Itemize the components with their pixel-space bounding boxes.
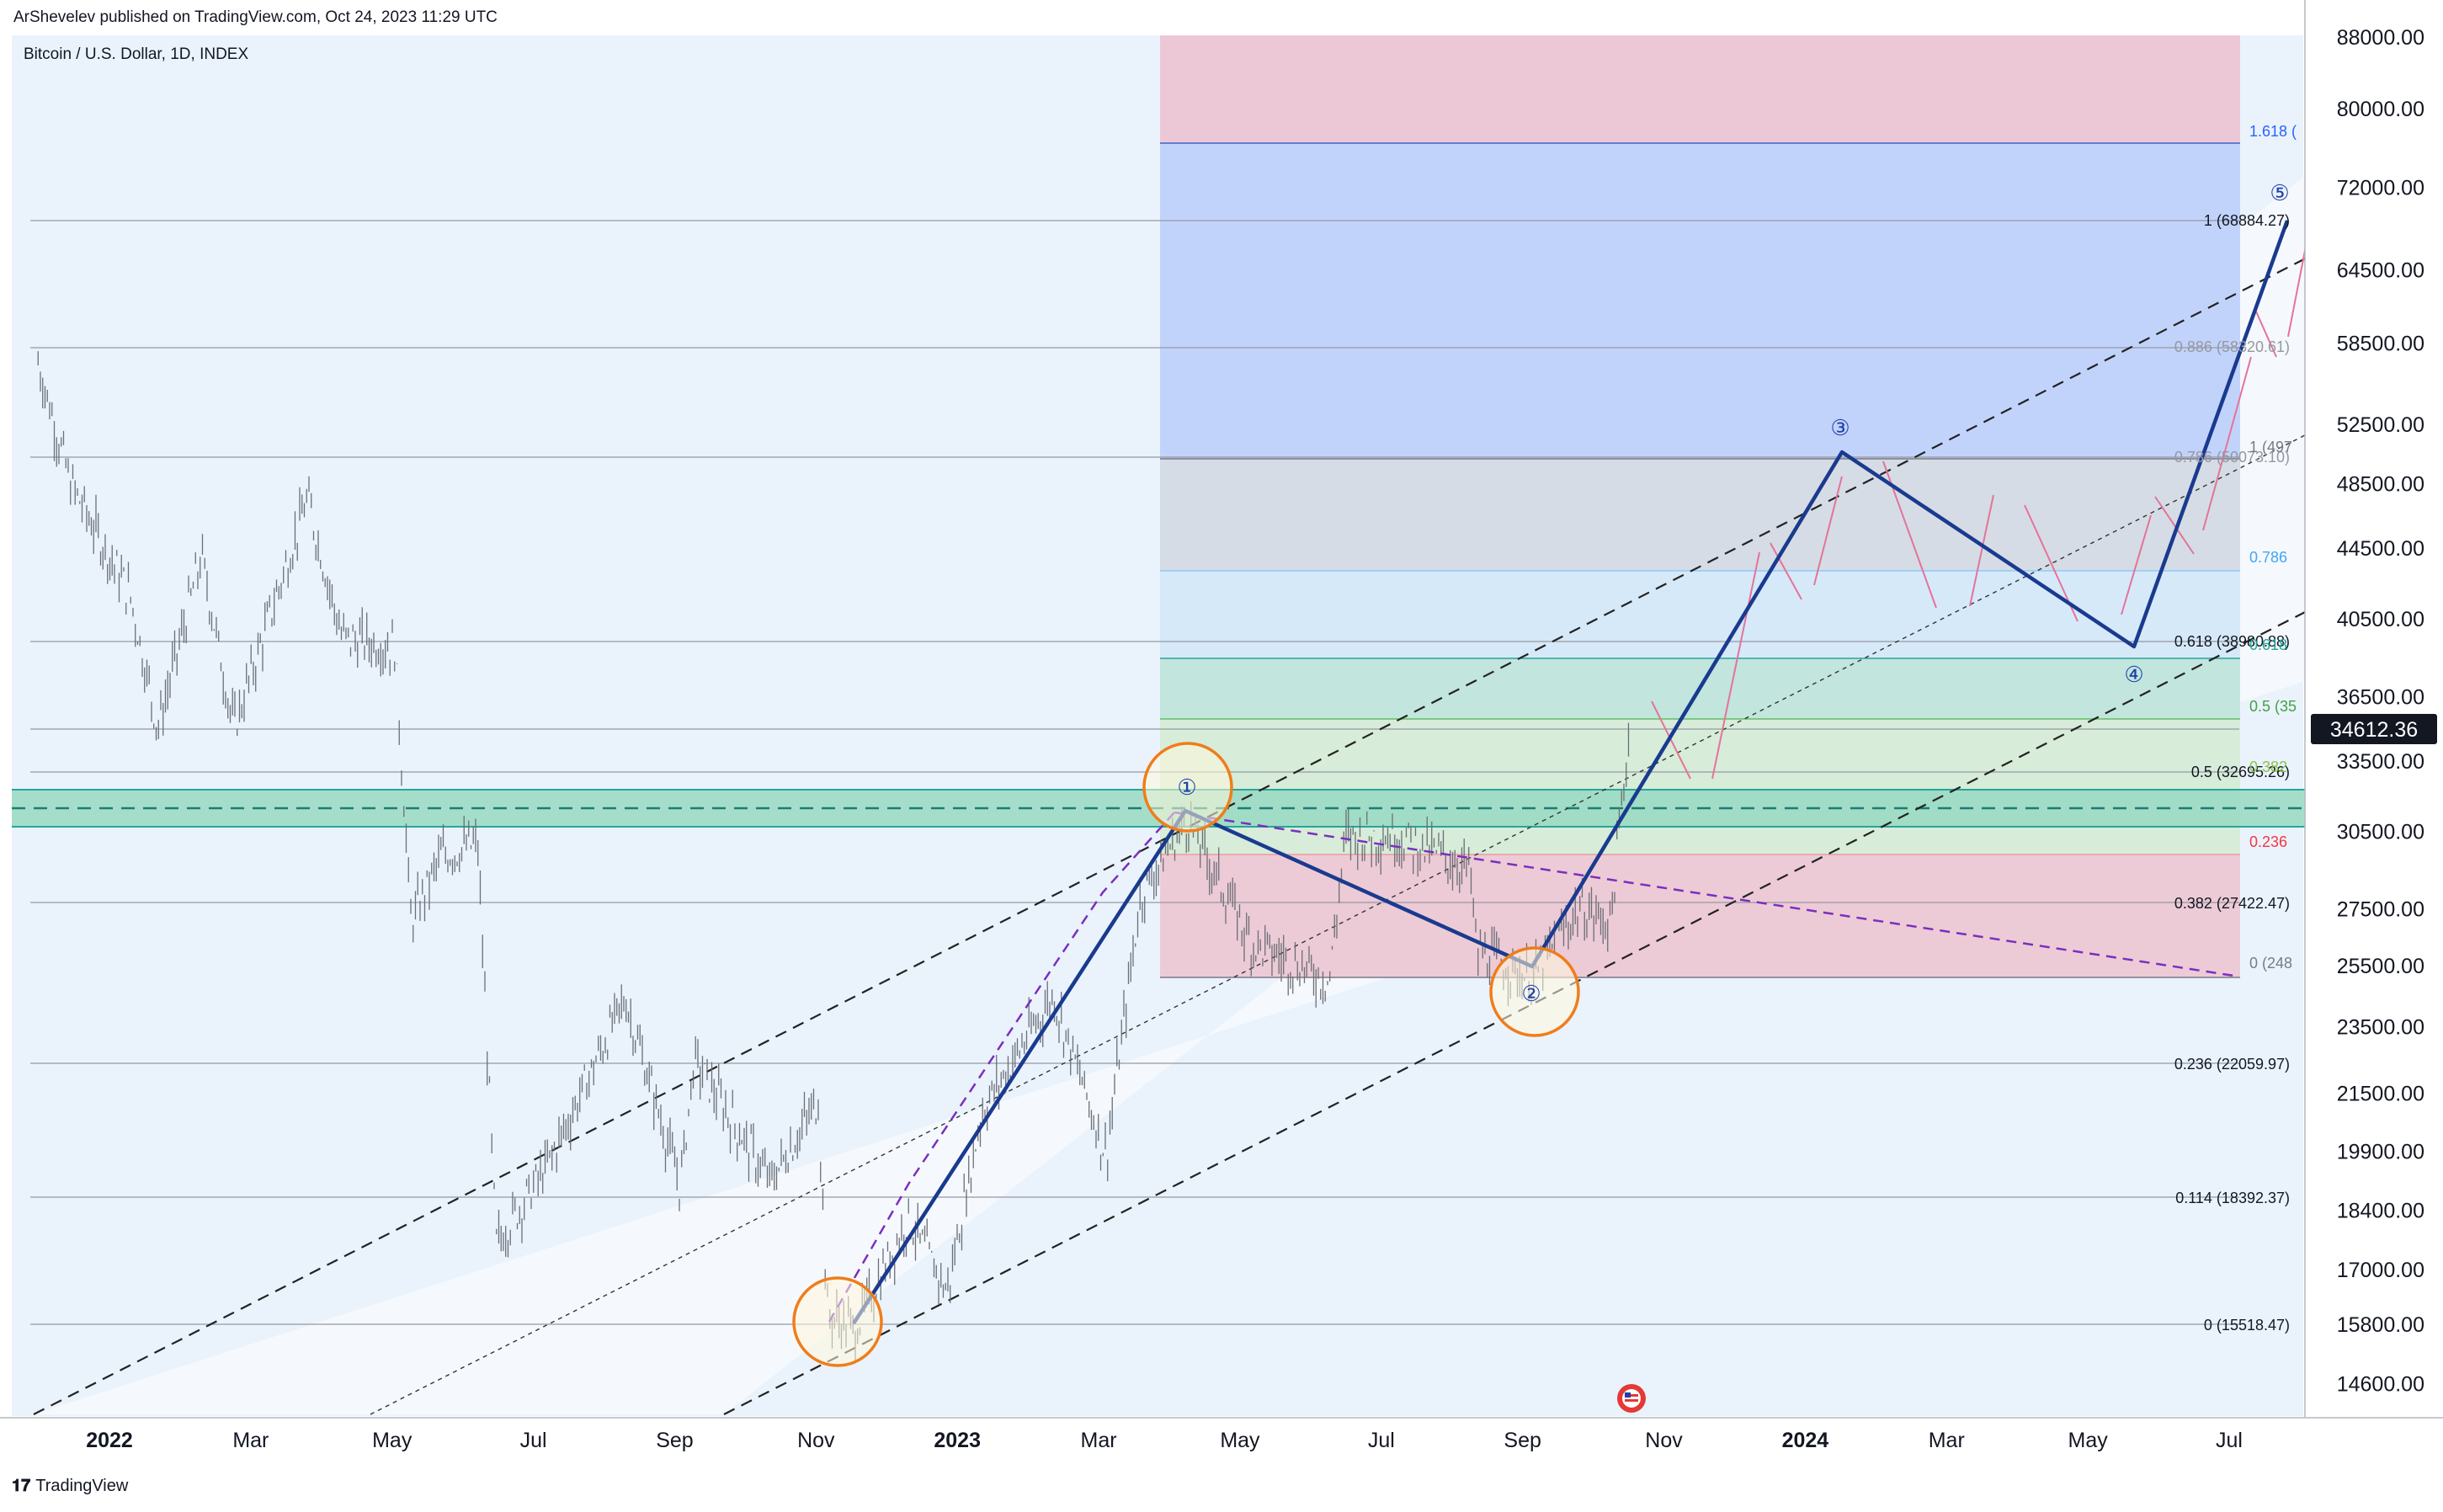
current-price-tag: 34612.36 <box>2311 714 2437 744</box>
price-tick-label: 72000.00 <box>2337 177 2424 200</box>
wave-3-label: ③ <box>1830 415 1850 440</box>
time-tick-label: May <box>372 1429 412 1452</box>
fib-label-0886: 0.886 (58320.61) <box>2174 338 2290 355</box>
ext-label-0618: 0.618 <box>2249 636 2287 653</box>
price-tick-label: 52500.00 <box>2337 413 2424 437</box>
time-tick-label: Sep <box>1504 1429 1541 1452</box>
fib-retracement-label-group: 0 (15518.47) 0.114 (18392.37) 0.236 (220… <box>2174 212 2290 1334</box>
price-tick-label: 33500.00 <box>2337 750 2424 774</box>
ext-label-0382: 0.382 <box>2249 759 2287 775</box>
brand-name: TradingView <box>35 1477 129 1495</box>
fib-retracement-lines <box>30 220 2239 1325</box>
fib-label-1: 1 (68884.27) <box>2204 212 2290 229</box>
price-tick-label: 44500.00 <box>2337 537 2424 561</box>
current-price-value: 34612.36 <box>2330 718 2418 742</box>
time-tick-label: May <box>2068 1429 2109 1452</box>
price-tick-label: 23500.00 <box>2337 1016 2424 1040</box>
time-tick-label: 2023 <box>934 1429 981 1452</box>
fib-label-0382: 0.382 (27422.47) <box>2174 895 2290 912</box>
price-tick-label: 36500.00 <box>2337 685 2424 709</box>
fib-projection-boxes <box>1160 35 2240 978</box>
price-tick-label: 19900.00 <box>2337 1141 2424 1164</box>
fib-extension-label-group: 1.618 ( 1 (497 0.786 0.618 0.5 (35 0.382… <box>2249 123 2297 972</box>
time-axis-background <box>0 1417 2443 1463</box>
price-axis-ticks: 14600.00 15800.00 17000.00 18400.00 19900.00… <box>2337 26 2424 1396</box>
price-tick-label: 80000.00 <box>2337 98 2424 121</box>
price-tick-label: 88000.00 <box>2337 26 2424 50</box>
time-tick-label: 2024 <box>1782 1429 1829 1452</box>
elliott-wave-path <box>852 220 2290 1325</box>
ext-label-1618: 1.618 ( <box>2249 123 2297 140</box>
tradingview-brand[interactable]: 𝟏𝟕 TradingView <box>12 1477 128 1496</box>
time-tick-label: May <box>1220 1429 1260 1452</box>
symbol-title: Bitcoin / U.S. Dollar, 1D, INDEX <box>24 45 249 63</box>
time-tick-label: Mar <box>1081 1429 1117 1452</box>
price-tick-label: 25500.00 <box>2337 955 2424 978</box>
ext-label-1: 1 (497 <box>2249 439 2292 455</box>
fib-label-0786: 0.786 (50073.10) <box>2174 449 2290 466</box>
price-tick-label: 15800.00 <box>2337 1313 2424 1337</box>
pivot-highlights <box>792 742 1580 1367</box>
wave-5-label: ⑤ <box>2270 180 2289 205</box>
time-axis-ticks: 2022 Mar May Jul Sep Nov 2023 Mar May Jul Sep Nov 20… <box>86 1429 2243 1452</box>
ext-label-0786: 0.786 <box>2249 549 2287 566</box>
fib-label-0236: 0.236 (22059.97) <box>2174 1056 2290 1073</box>
ext-label-0236: 0.236 <box>2249 833 2287 850</box>
time-tick-label: Mar <box>1929 1429 1965 1452</box>
wave-1-label: ① <box>1177 775 1196 800</box>
time-tick-label: Jul <box>520 1429 547 1452</box>
time-tick-label: 2022 <box>86 1429 133 1452</box>
wave-2-label: ② <box>1521 981 1541 1006</box>
price-tick-label: 21500.00 <box>2337 1083 2424 1106</box>
ext-label-0: 0 (248 <box>2249 955 2292 972</box>
purple-wave-projection <box>828 811 2240 1323</box>
time-tick-label: Nov <box>1645 1429 1683 1452</box>
fib-label-0618: 0.618 (38980.88) <box>2174 633 2290 650</box>
time-tick-label: Nov <box>797 1429 835 1452</box>
price-tick-label: 30500.00 <box>2337 820 2424 844</box>
fib-label-0: 0 (15518.47) <box>2204 1317 2290 1334</box>
wave-4-label: ④ <box>2124 662 2143 687</box>
time-tick-label: Sep <box>656 1429 693 1452</box>
price-tick-label: 14600.00 <box>2337 1372 2424 1396</box>
price-tick-label: 58500.00 <box>2337 332 2424 355</box>
price-tick-label: 40500.00 <box>2337 608 2424 631</box>
publisher-caption: ArShevelev published on TradingView.com,… <box>13 8 498 26</box>
price-tick-label: 17000.00 <box>2337 1259 2424 1282</box>
price-tick-label: 18400.00 <box>2337 1199 2424 1222</box>
time-tick-label: Jul <box>2216 1429 2243 1452</box>
ext-label-05: 0.5 (35 <box>2249 698 2297 715</box>
economic-event-flag-icon[interactable] <box>1617 1384 1646 1413</box>
price-tick-label: 48500.00 <box>2337 472 2424 496</box>
time-tick-label: Mar <box>232 1429 269 1452</box>
time-tick-label: Jul <box>1368 1429 1395 1452</box>
tradingview-logo-icon: 𝟏𝟕 <box>12 1477 31 1495</box>
price-tick-label: 64500.00 <box>2337 259 2424 283</box>
price-tick-label: 27500.00 <box>2337 898 2424 922</box>
fib-label-0114: 0.114 (18392.37) <box>2175 1190 2290 1206</box>
fib-label-05: 0.5 (32695.26) <box>2191 764 2290 780</box>
